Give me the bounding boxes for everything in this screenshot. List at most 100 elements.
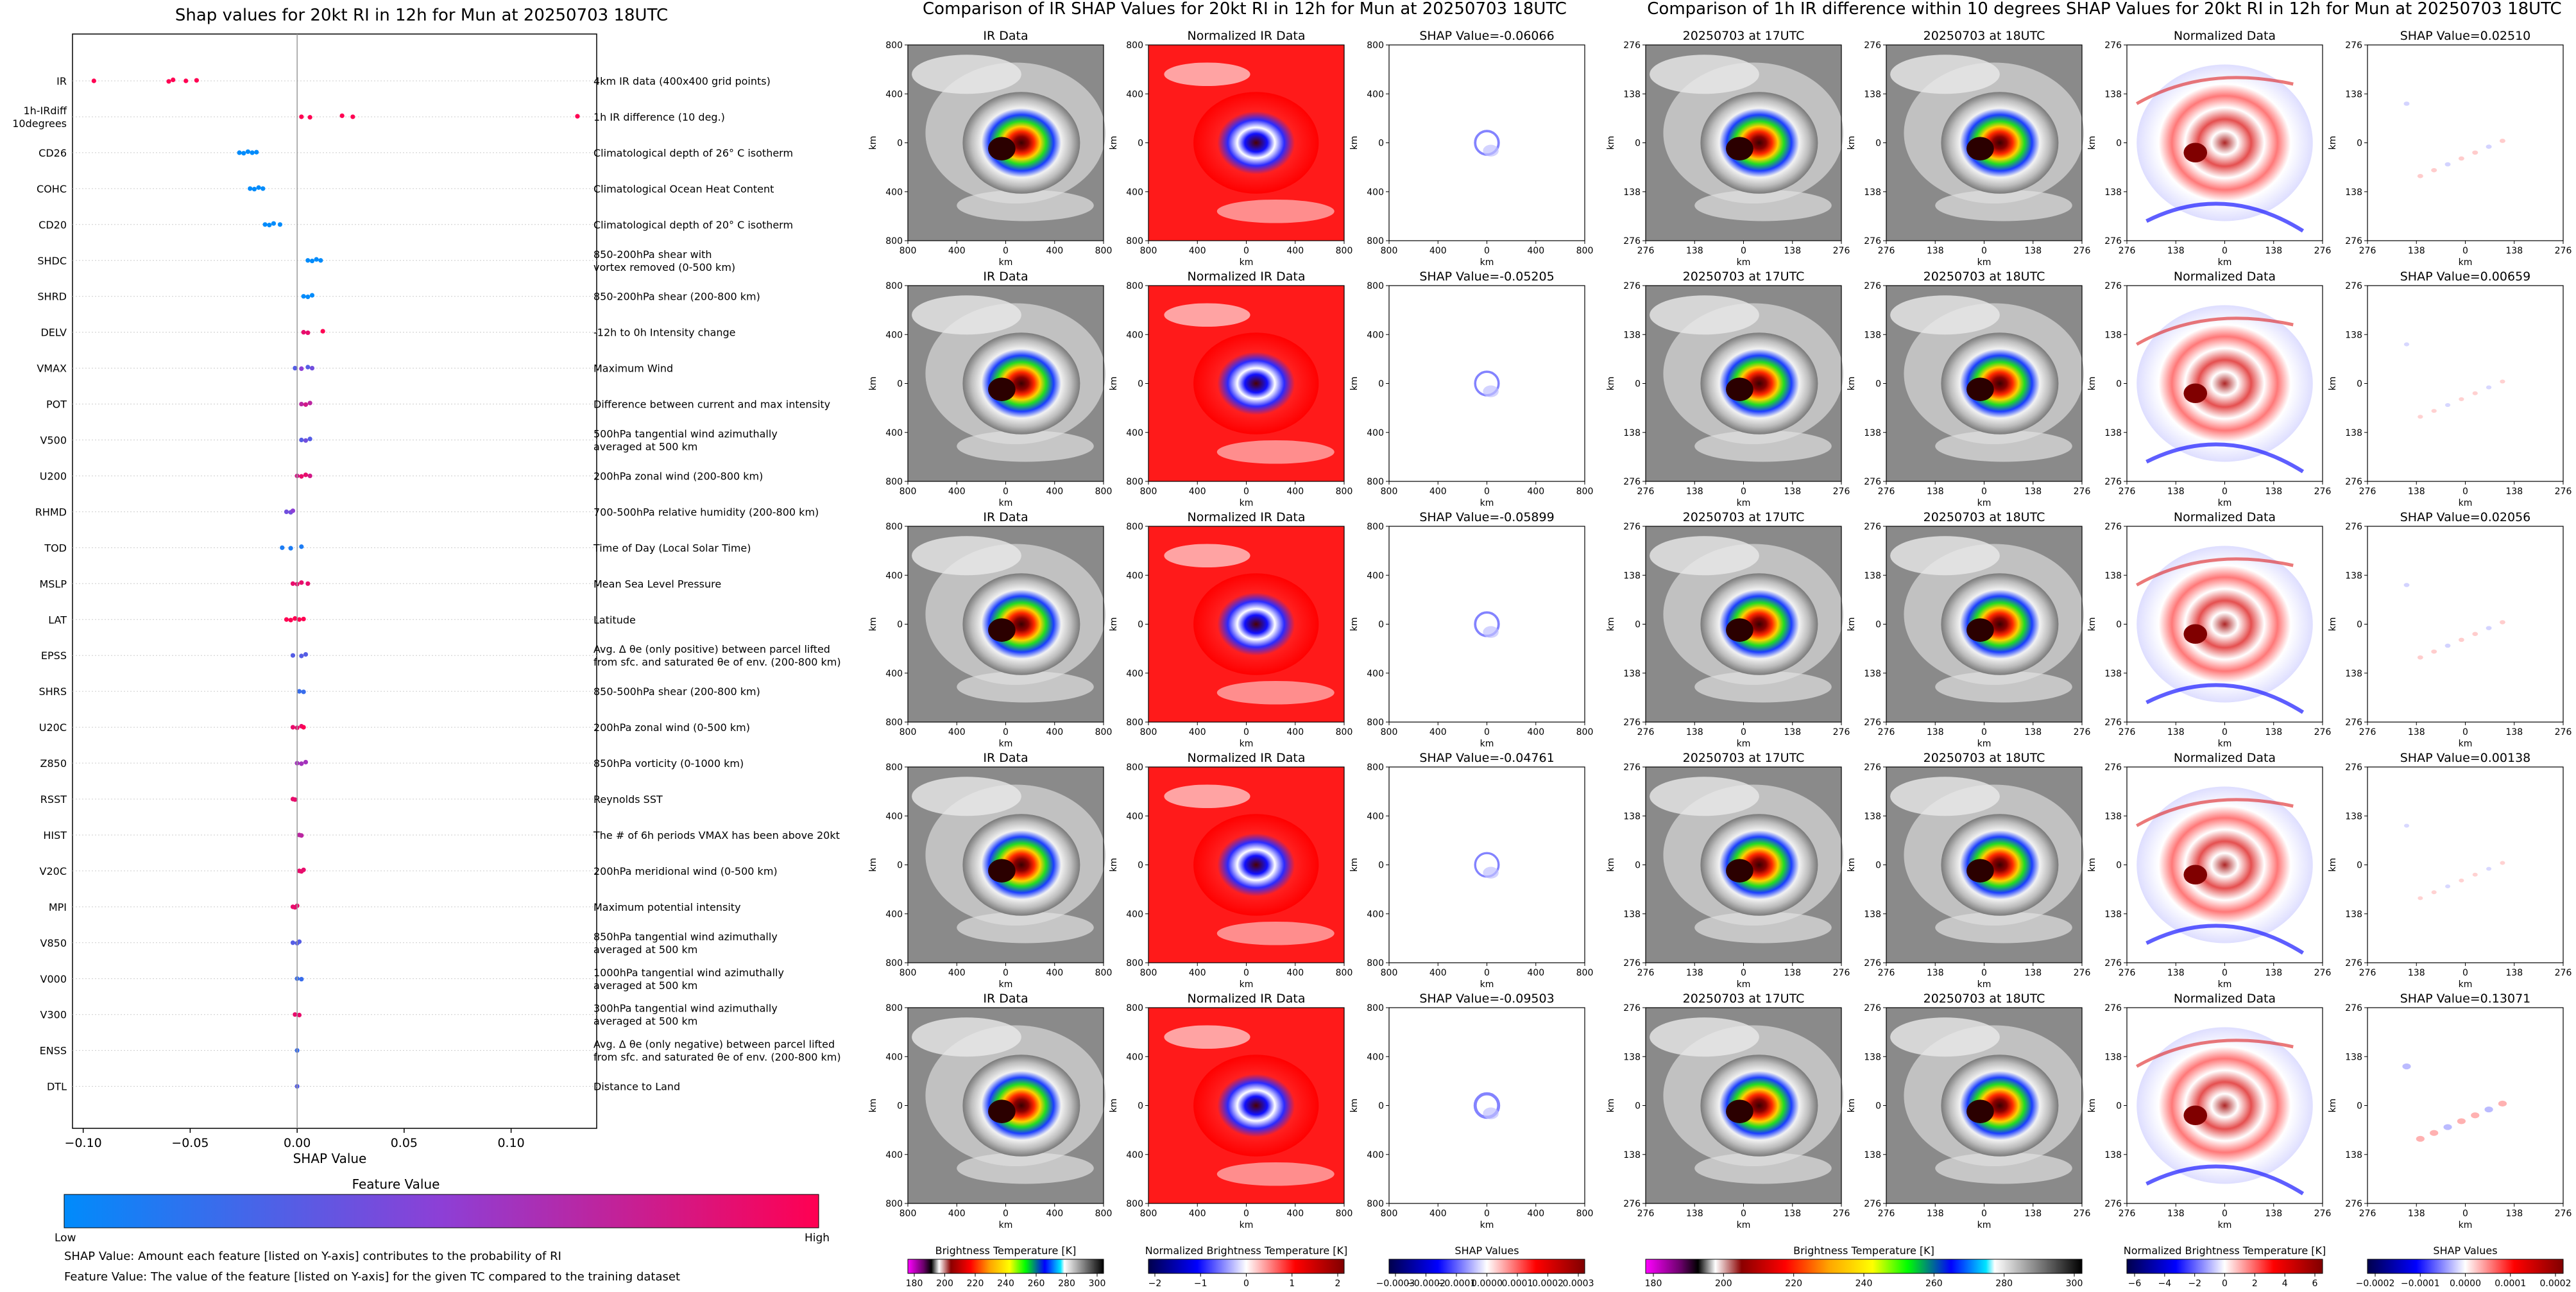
shap-point xyxy=(290,653,296,658)
ir-panel-title: Normalized IR Data xyxy=(1188,29,1306,43)
shap-point xyxy=(288,617,293,623)
x-tick-label: 400 xyxy=(948,968,966,978)
cloud-band xyxy=(1935,430,2072,462)
feature-row-mslp: MSLP Mean Sea Level Pressure xyxy=(39,578,721,590)
x-axis-label: km xyxy=(2218,257,2232,268)
shap-point xyxy=(575,114,580,119)
x-tick-label: 0 xyxy=(1003,727,1009,737)
x-tick-label: 0 xyxy=(1741,246,1746,256)
norm-band xyxy=(1164,62,1250,87)
colorbar-tick-label: −0.0003 xyxy=(1376,1279,1415,1289)
cloud-band xyxy=(912,1017,1021,1057)
y-tick-label: 400 xyxy=(1367,1052,1384,1062)
x-tick-label: 138 xyxy=(1686,1209,1703,1219)
colorbar-tick-label: 300 xyxy=(1089,1279,1106,1289)
diff-pattern xyxy=(2137,546,2313,703)
y-tick-label: 138 xyxy=(2345,330,2362,340)
norm-storm xyxy=(1193,92,1319,194)
storm-eye-region xyxy=(1966,859,1994,883)
shap-background xyxy=(1389,286,1585,481)
colorbar-label: Brightness Temperature [K] xyxy=(935,1245,1077,1257)
cloud-band xyxy=(1694,430,1832,462)
diff-pattern xyxy=(2137,305,2313,462)
storm-core xyxy=(1700,1055,1818,1157)
y-tick-label: 800 xyxy=(885,281,903,291)
cloud-band xyxy=(912,55,1021,94)
diff-shap-signal xyxy=(2418,896,2423,900)
y-tick-label: 276 xyxy=(2104,281,2122,291)
y-tick-label: 800 xyxy=(885,477,903,487)
x-axis-label: km xyxy=(1737,257,1751,268)
x-tick-label: 800 xyxy=(1381,246,1398,256)
feature-description: averaged at 500 km xyxy=(593,943,697,956)
y-tick-label: 276 xyxy=(2104,236,2122,246)
cloud-band xyxy=(912,536,1021,576)
diff-core xyxy=(2183,142,2208,162)
feature-description: 200hPa zonal wind (0-500 km) xyxy=(593,721,750,734)
diff-shap-signal xyxy=(2499,139,2505,143)
x-tick-label: 0 xyxy=(1741,1209,1746,1219)
storm-core xyxy=(1700,573,1818,675)
diff-shap-background xyxy=(2367,45,2563,241)
x-tick-label: 400 xyxy=(1527,727,1544,737)
feature-code-label: ENSS xyxy=(40,1045,67,1057)
x-tick-label: 0 xyxy=(1981,487,1987,497)
x-tick-label: 0 xyxy=(1741,968,1746,978)
x-tick-label: 0 xyxy=(1484,968,1490,978)
feature-description: 850-200hPa shear (200-800 km) xyxy=(593,291,760,303)
x-tick-label: 800 xyxy=(1336,246,1353,256)
y-tick-label: 138 xyxy=(2345,89,2362,99)
feature-code-label: CD26 xyxy=(38,147,67,159)
y-tick-label: 0 xyxy=(1635,139,1641,149)
y-tick-label: 0 xyxy=(1378,620,1384,630)
y-axis-label: km xyxy=(1349,617,1360,632)
diff-shap-signal xyxy=(2444,402,2451,408)
shap-signal xyxy=(1483,385,1499,397)
shap-point xyxy=(293,797,298,802)
x-tick-label: 138 xyxy=(2505,727,2523,737)
y-tick-label: 276 xyxy=(2104,762,2122,773)
diff-panel-title: 20250703 at 17UTC xyxy=(1683,29,1805,43)
shap-feature-rows: IR 4km IR data (400x400 grid points) 1h-IR… xyxy=(12,75,840,1093)
x-tick-label: 800 xyxy=(900,487,917,497)
x-tick-label: 276 xyxy=(2555,246,2572,256)
shap-point xyxy=(290,581,296,586)
shap-plot-frame xyxy=(72,33,597,1129)
diff-panel-title: 20250703 at 18UTC xyxy=(1923,29,2045,43)
shap-point xyxy=(277,222,283,227)
diff-shap-background xyxy=(2367,286,2563,481)
feature-code-label: RSST xyxy=(40,793,67,805)
storm-core xyxy=(1941,814,2059,916)
diff-band xyxy=(2145,683,2305,714)
feature-code-label: U200 xyxy=(40,470,67,482)
y-tick-label: 400 xyxy=(1367,909,1384,920)
x-tick-label: 800 xyxy=(1576,246,1594,256)
diff-band xyxy=(2136,557,2294,587)
x-axis-label: km xyxy=(1240,739,1254,749)
x-axis-label: km xyxy=(2218,498,2232,508)
feature-description: Avg. Δ θe (only positive) between parcel… xyxy=(593,643,830,655)
feature-description: -12h to 0h Intensity change xyxy=(593,327,736,339)
feature-row-v20c: V20C 200hPa meridional wind (0-500 km) xyxy=(40,865,778,877)
y-tick-label: 400 xyxy=(1126,428,1143,438)
x-axis-label: km xyxy=(1977,739,1992,749)
feature-description: averaged at 500 km xyxy=(593,441,697,453)
shap-point xyxy=(91,78,96,83)
feature-code-label: IR xyxy=(56,75,67,87)
feature-description: 850hPa tangential wind azimuthally xyxy=(593,931,778,943)
diff-core xyxy=(2183,1105,2208,1125)
diff-panel-title: SHAP Value=0.02056 xyxy=(2400,510,2531,524)
colorbar-tick-label: 180 xyxy=(1645,1279,1662,1289)
x-tick-label: 138 xyxy=(2024,727,2042,737)
y-tick-label: 138 xyxy=(2345,1150,2362,1160)
shap-point xyxy=(309,366,315,371)
diff-panel-title: 20250703 at 17UTC xyxy=(1683,270,1805,284)
x-tick-label: 276 xyxy=(2314,727,2332,737)
diff-shap-signal xyxy=(2403,823,2410,828)
y-tick-label: 138 xyxy=(2104,571,2122,581)
feature-code-label: V300 xyxy=(40,1009,67,1021)
y-tick-label: 138 xyxy=(1623,187,1641,198)
diff-shap-signal xyxy=(2484,1107,2493,1113)
